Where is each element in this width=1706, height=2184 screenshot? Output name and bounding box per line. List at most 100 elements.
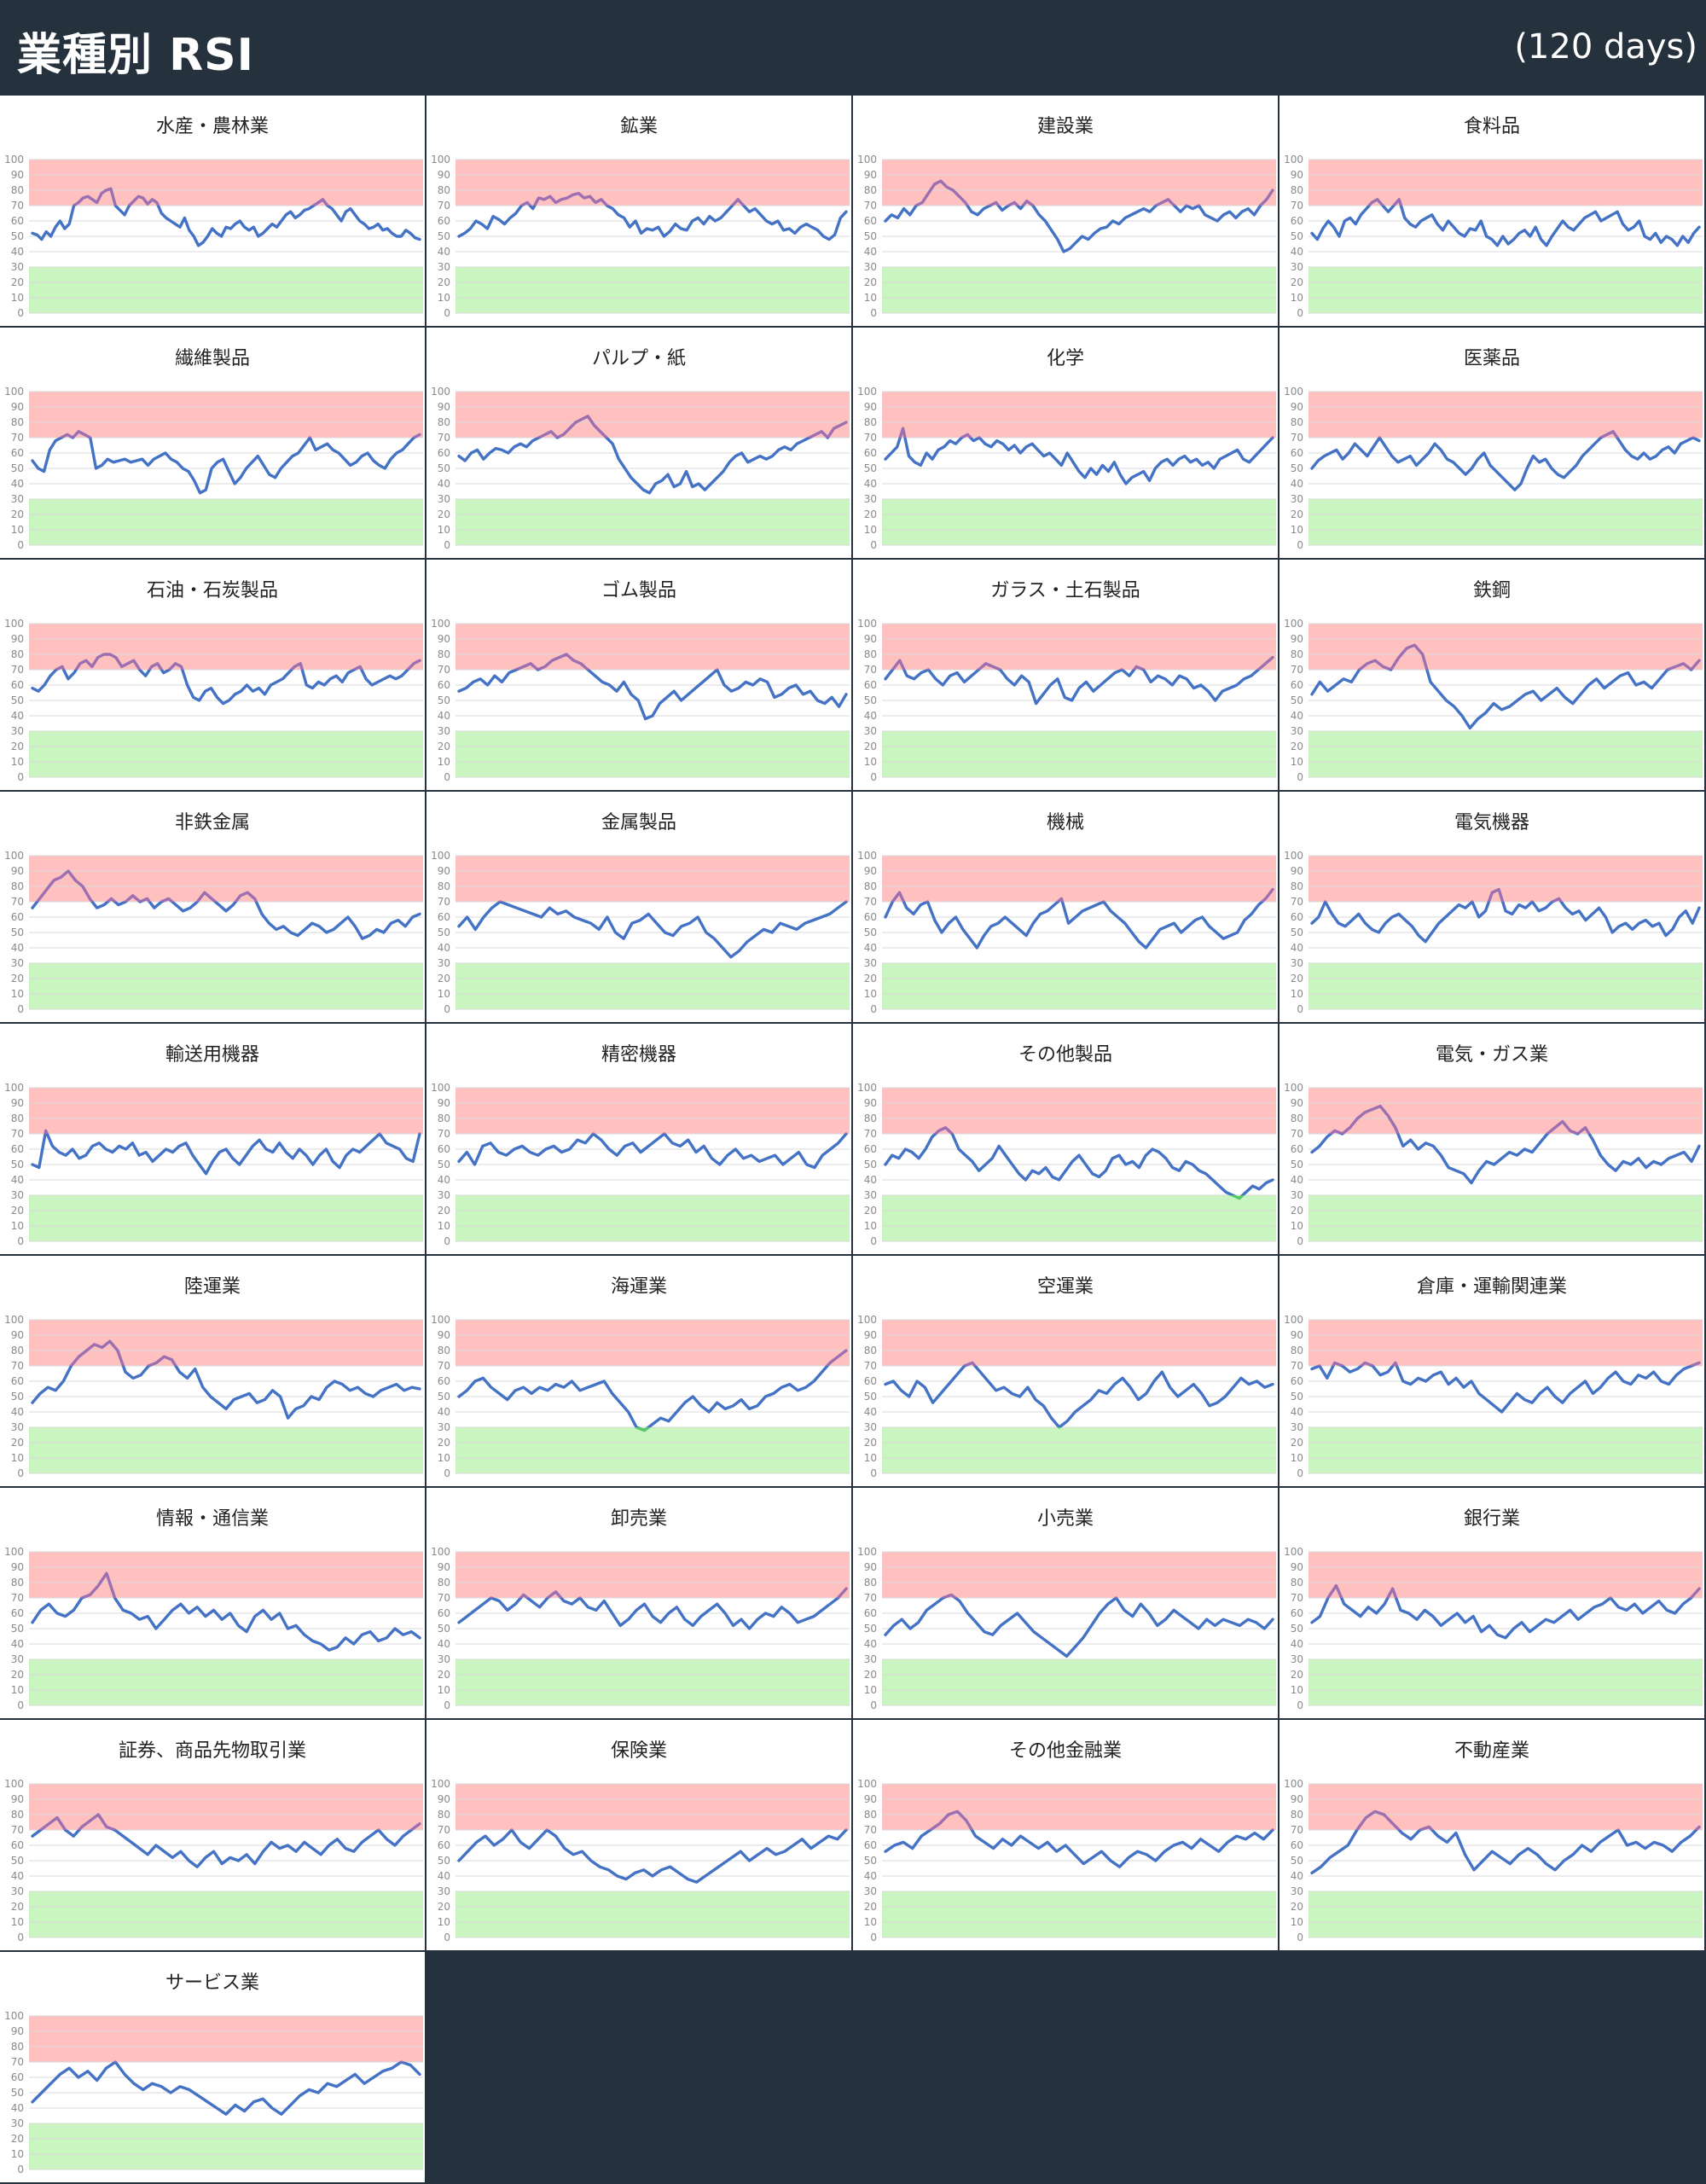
rsi-line bbox=[884, 670, 1261, 706]
overbought-band bbox=[1309, 1784, 1703, 1830]
y-tick-label: 30 bbox=[864, 493, 877, 505]
y-tick-label: 20 bbox=[864, 1205, 877, 1217]
rsi-line bbox=[1310, 1366, 1696, 1414]
y-tick-label: 40 bbox=[1291, 1870, 1303, 1882]
y-tick-label: 100 bbox=[4, 850, 24, 862]
y-tick-label: 50 bbox=[11, 1391, 24, 1403]
y-tick-label: 70 bbox=[1291, 664, 1303, 676]
y-tick-label: 30 bbox=[11, 1421, 24, 1433]
rsi-chart-panel: パルプ・紙 0 10 20 30 40 50 60 70 80 90 100 bbox=[426, 328, 851, 558]
y-tick-label: 20 bbox=[11, 1205, 24, 1217]
y-tick-label: 100 bbox=[4, 1778, 24, 1790]
y-tick-label: 100 bbox=[1284, 850, 1303, 862]
y-tick-label: 100 bbox=[857, 1082, 877, 1094]
y-tick-label: 0 bbox=[17, 539, 24, 551]
oversold-band bbox=[29, 267, 423, 313]
chart-title: 不動産業 bbox=[1454, 1740, 1529, 1762]
oversold-band bbox=[1309, 1659, 1703, 1705]
rsi-line bbox=[1310, 902, 1701, 944]
chart-title: 化学 bbox=[1046, 348, 1084, 369]
y-tick-label: 20 bbox=[1291, 1901, 1303, 1913]
y-tick-label: 30 bbox=[11, 725, 24, 737]
oversold-band bbox=[456, 1659, 850, 1705]
chart-title: 繊維製品 bbox=[174, 348, 250, 369]
y-tick-label: 100 bbox=[431, 1082, 450, 1094]
chart-title: 保険業 bbox=[610, 1740, 667, 1762]
y-tick-label: 60 bbox=[11, 911, 24, 923]
rsi-chart-panel: 小売業 0 10 20 30 40 50 60 70 80 90 100 bbox=[853, 1488, 1278, 1718]
overbought-band bbox=[456, 856, 850, 902]
y-tick-label: 90 bbox=[11, 1793, 24, 1805]
y-tick-label: 20 bbox=[438, 973, 450, 985]
y-tick-label: 0 bbox=[1297, 1699, 1303, 1711]
overbought-band bbox=[29, 1320, 423, 1366]
y-tick-label: 40 bbox=[864, 1174, 877, 1186]
y-tick-label: 10 bbox=[438, 524, 450, 536]
rsi-line-chart: 0 10 20 30 40 50 60 70 80 90 100 bbox=[431, 1546, 850, 1711]
y-tick-label: 10 bbox=[1291, 524, 1303, 536]
overbought-band bbox=[456, 1552, 850, 1598]
y-tick-label: 20 bbox=[864, 508, 877, 520]
y-tick-label: 0 bbox=[870, 771, 877, 783]
y-tick-label: 60 bbox=[864, 447, 877, 459]
y-tick-label: 20 bbox=[1291, 508, 1303, 520]
y-tick-label: 0 bbox=[870, 1467, 877, 1479]
y-tick-label: 70 bbox=[11, 432, 24, 444]
oversold-band bbox=[882, 1427, 1276, 1473]
rsi-line-chart: 0 10 20 30 40 50 60 70 80 90 100 bbox=[4, 154, 423, 319]
y-tick-label: 50 bbox=[864, 230, 877, 242]
y-tick-label: 100 bbox=[431, 850, 450, 862]
y-tick-label: 40 bbox=[864, 1638, 877, 1650]
y-tick-label: 90 bbox=[438, 1793, 450, 1805]
y-tick-label: 0 bbox=[444, 539, 450, 551]
chart-title: 医薬品 bbox=[1463, 348, 1520, 369]
y-tick-label: 60 bbox=[438, 1607, 450, 1619]
y-tick-label: 70 bbox=[11, 664, 24, 676]
y-tick-label: 90 bbox=[11, 1561, 24, 1573]
overbought-band bbox=[882, 624, 1276, 670]
rsi-line bbox=[884, 902, 1265, 950]
y-tick-label: 80 bbox=[11, 648, 24, 660]
oversold-band bbox=[1309, 963, 1703, 1009]
y-tick-label: 30 bbox=[1291, 1189, 1303, 1201]
rsi-chart-panel: 保険業 0 10 20 30 40 50 60 70 80 90 100 bbox=[426, 1720, 851, 1950]
y-tick-label: 80 bbox=[11, 1809, 24, 1821]
overbought-band bbox=[29, 160, 423, 206]
y-tick-label: 0 bbox=[444, 1003, 450, 1015]
y-tick-label: 50 bbox=[11, 1159, 24, 1170]
y-tick-label: 60 bbox=[864, 215, 877, 227]
rsi-line bbox=[591, 1132, 848, 1134]
y-tick-label: 100 bbox=[857, 386, 877, 398]
y-tick-label: 10 bbox=[864, 756, 877, 768]
y-tick-label: 70 bbox=[1291, 1824, 1303, 1836]
y-tick-label: 30 bbox=[438, 1421, 450, 1433]
rsi-line-chart: 0 10 20 30 40 50 60 70 80 90 100 bbox=[1284, 1778, 1703, 1943]
rsi-chart-panel: その他製品 0 10 20 30 40 50 60 70 80 90 100 bbox=[853, 1024, 1278, 1254]
rsi-line bbox=[31, 1134, 421, 1176]
y-tick-label: 10 bbox=[438, 1452, 450, 1464]
rsi-chart-panel: 海運業 0 10 20 30 40 50 60 70 80 90 100 bbox=[426, 1256, 851, 1486]
y-tick-label: 20 bbox=[438, 1205, 450, 1217]
y-tick-label: 50 bbox=[438, 230, 450, 242]
y-tick-label: 50 bbox=[864, 1391, 877, 1403]
rsi-chart-panel: その他金融業 0 10 20 30 40 50 60 70 80 90 100 bbox=[853, 1720, 1278, 1950]
y-tick-label: 80 bbox=[438, 184, 450, 196]
y-tick-label: 10 bbox=[438, 1220, 450, 1232]
y-tick-label: 50 bbox=[438, 462, 450, 474]
rsi-line-chart: 0 10 20 30 40 50 60 70 80 90 100 bbox=[857, 1778, 1276, 1943]
y-tick-label: 70 bbox=[11, 200, 24, 212]
y-tick-label: 30 bbox=[11, 1653, 24, 1665]
y-tick-label: 40 bbox=[438, 246, 450, 258]
chart-title: 小売業 bbox=[1036, 1508, 1094, 1530]
y-tick-label: 40 bbox=[864, 478, 877, 490]
chart-title: 機械 bbox=[1046, 812, 1084, 834]
y-tick-label: 0 bbox=[1297, 1003, 1303, 1015]
rsi-line-chart: 0 10 20 30 40 50 60 70 80 90 100 bbox=[1284, 850, 1703, 1015]
y-tick-label: 40 bbox=[1291, 710, 1303, 722]
rsi-line bbox=[884, 206, 1263, 253]
y-tick-label: 90 bbox=[438, 633, 450, 645]
oversold-band bbox=[29, 1195, 423, 1241]
y-tick-label: 60 bbox=[864, 1607, 877, 1619]
y-tick-label: 0 bbox=[444, 1699, 450, 1711]
chart-title: パルプ・紙 bbox=[591, 348, 686, 369]
